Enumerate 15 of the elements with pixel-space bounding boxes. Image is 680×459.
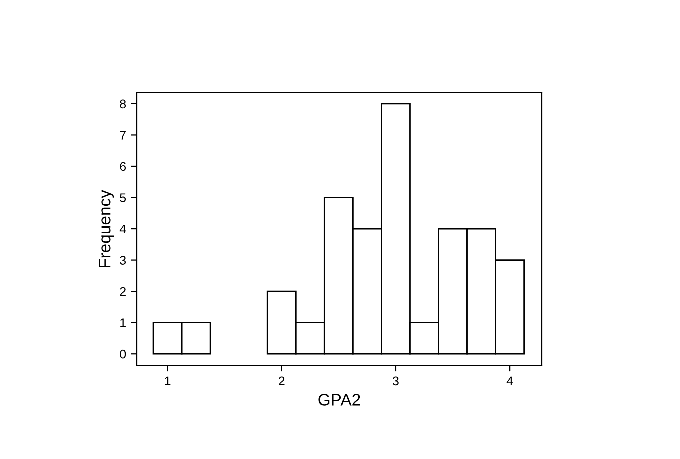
x-tick-label: 2: [279, 376, 285, 386]
y-tick-label: 2: [120, 287, 126, 296]
y-tick-label: 8: [120, 100, 126, 109]
x-tick-label: 4: [506, 376, 514, 386]
x-axis-title: GPA2: [318, 394, 360, 406]
y-tick-label: 1: [120, 318, 126, 328]
y-tick-label: 6: [120, 162, 126, 172]
y-tick-label: 4: [120, 224, 126, 234]
y-tick-label: 5: [120, 194, 126, 202]
y-tick-label: 3: [120, 256, 126, 265]
x-tick-label: 3: [392, 376, 399, 386]
y-axis-title: Frequency: [99, 190, 114, 268]
y-tick-label: 0: [120, 350, 126, 359]
x-tick-label: 1: [165, 376, 171, 386]
y-tick-label: 7: [120, 131, 126, 140]
